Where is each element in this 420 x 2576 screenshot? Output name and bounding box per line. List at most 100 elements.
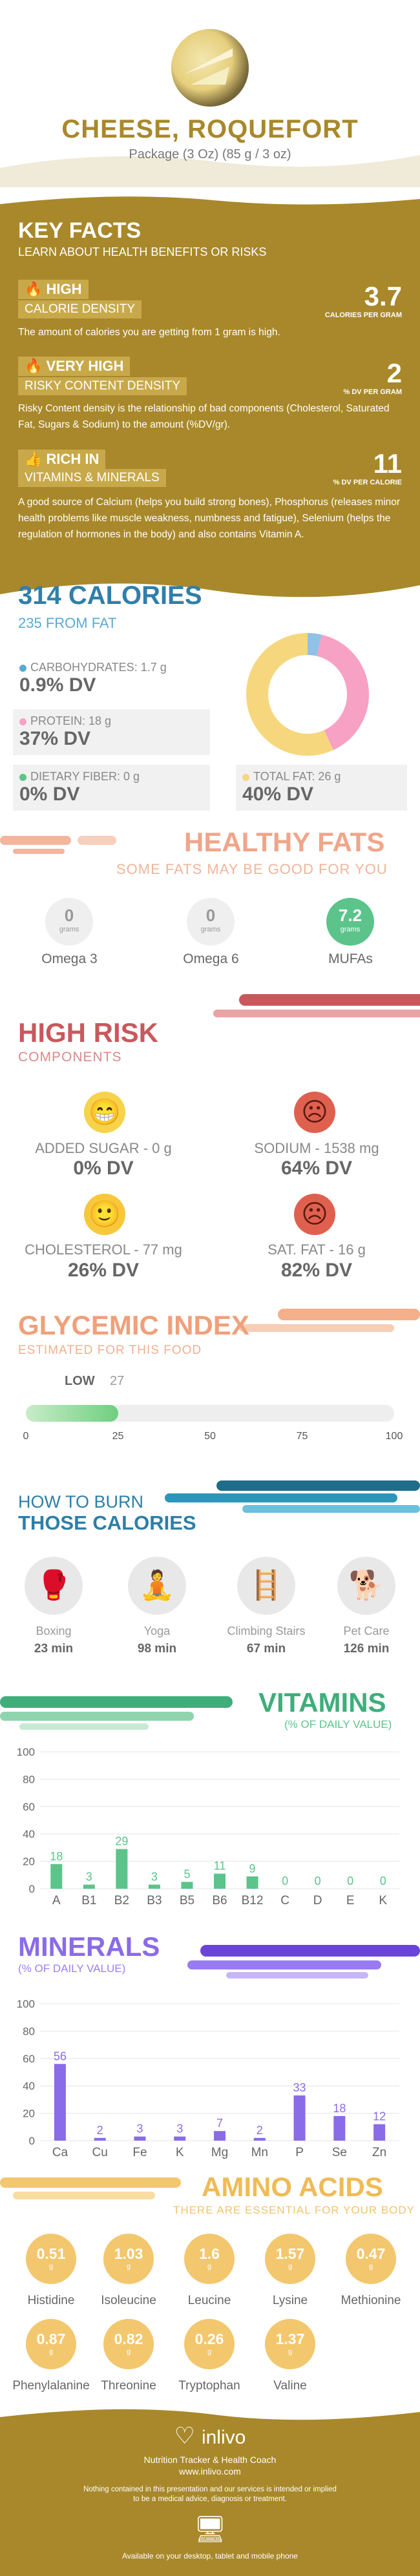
x-tick-label: P [295, 2146, 304, 2159]
page-subtitle: Package (3 Oz) (85 g / 3 oz) [129, 147, 291, 161]
footer-wave [0, 2403, 420, 2420]
amino-label: Valine [273, 2379, 307, 2393]
fact-unit-risky: % DV PER GRAM [343, 388, 402, 396]
amino-circle-threonine: 0.82 g [103, 2319, 154, 2369]
x-tick-label: Mn [251, 2146, 268, 2159]
amino-label: Threonine [101, 2379, 156, 2393]
added-sugar-value: 0% DV [73, 1158, 134, 1179]
calories-subtitle: 235 FROM FAT [18, 615, 117, 631]
amino-circle-valine: 1.37 g [265, 2319, 315, 2369]
amino-stripes [0, 2177, 181, 2199]
fat-dot [242, 773, 249, 781]
x-tick-label: K [176, 2146, 184, 2159]
key-facts-wave [0, 187, 420, 205]
bar-value-label: 0 [315, 1875, 321, 1887]
y-tick-label: 0 [29, 1883, 35, 1895]
bar-B12 [246, 1876, 258, 1889]
bar-value-label: 56 [54, 2050, 67, 2062]
x-tick-label: B3 [147, 1894, 162, 1907]
bar-B5 [181, 1882, 193, 1889]
x-tick-label: Fe [132, 2146, 147, 2159]
added-sugar-label: ADDED SUGAR - 0 g [35, 1140, 172, 1156]
amino-label: Leucine [187, 2294, 231, 2307]
macro-protein: PROTEIN: 18 g 37% DV [13, 709, 210, 755]
flame-icon: 🔥 [25, 358, 43, 374]
bar-value-label: 2 [257, 2124, 263, 2137]
amino-label: Isoleucine [101, 2294, 156, 2307]
bar-value-label: 0 [347, 1875, 353, 1887]
omega3-circle: 0 grams [45, 898, 93, 946]
bar-value-label: 2 [97, 2124, 103, 2137]
x-tick-label: Zn [372, 2146, 386, 2159]
cholesterol-label: CHOLESTEROL - 77 mg [25, 1241, 182, 1258]
bar-value-label: 0 [282, 1875, 288, 1887]
fact-value-vitamins: 11 [373, 448, 402, 479]
cheese-image [171, 29, 249, 107]
bar-value-label: 12 [373, 2110, 386, 2123]
sodium-label: SODIUM - 1538 mg [254, 1140, 379, 1156]
stairs-minutes: 67 min [246, 1642, 286, 1656]
calories-title: 314 CALORIES [18, 581, 202, 610]
x-tick-label: Se [332, 2146, 347, 2159]
heart-logo-icon: ♡ inlivo [174, 2422, 246, 2449]
footer-url[interactable]: www.inlivo.com [179, 2466, 241, 2477]
bar-B3 [148, 1884, 160, 1889]
high-risk-stripes [213, 994, 420, 1017]
x-tick-label: C [280, 1894, 289, 1907]
yoga-minutes: 98 min [137, 1642, 177, 1656]
sad-face-icon: ☹ [294, 1092, 335, 1133]
footer-tagline: Nutrition Tracker & Health Coach [143, 2455, 277, 2465]
glycemic-subtitle: ESTIMATED FOR THIS FOOD [18, 1344, 202, 1357]
bar-Ca [54, 2064, 66, 2141]
bar-B6 [214, 1873, 226, 1889]
calories-donut-chart [246, 633, 369, 756]
sad-face-icon: ☹ [294, 1194, 335, 1235]
protein-dot [19, 718, 26, 725]
fact-text-calorie: The amount of calories you are getting f… [18, 327, 280, 338]
y-tick-label: 80 [23, 2025, 35, 2037]
carbs-dot [19, 664, 26, 672]
x-tick-label: Mg [211, 2146, 228, 2159]
amino-circle-tryptophan: 0.26 g [184, 2319, 235, 2369]
bar-K [174, 2136, 186, 2141]
glycemic-tick: 50 [204, 1431, 216, 1442]
fact-label-vitamins: VITAMINS & MINERALS [18, 469, 166, 487]
footer-disclaimer-2: to be a medical advice, diagnosis or tre… [133, 2495, 287, 2503]
amino-label: Lysine [272, 2294, 308, 2307]
amino-title: AMINO ACIDS [202, 2172, 383, 2202]
macro-carbs: CARBOHYDRATES: 1.7 g 0.9% DV [19, 661, 167, 696]
amino-circle-methionine: 0.47 g [346, 2234, 396, 2284]
bar-Mg [214, 2131, 226, 2141]
bar-value-label: 11 [214, 1860, 226, 1873]
bar-value-label: 3 [86, 1871, 92, 1884]
x-tick-label: B1 [81, 1894, 96, 1907]
amino-label: Methionine [341, 2294, 401, 2307]
y-tick-label: 20 [23, 1856, 35, 1868]
fact-value-risky: 2 [386, 358, 402, 388]
sat-fat-value: 82% DV [280, 1260, 353, 1281]
glycemic-tick: 25 [112, 1431, 124, 1442]
bar-value-label: 3 [136, 2123, 143, 2135]
y-tick-label: 40 [23, 2080, 35, 2092]
amino-circle-phenylalanine: 0.87 g [26, 2319, 76, 2369]
stairs-icon: 🪜 [237, 1557, 295, 1615]
glycemic-level: LOW [65, 1374, 95, 1388]
cholesterol-value: 26% DV [67, 1260, 140, 1281]
bar-Se [333, 2115, 346, 2141]
y-tick-label: 20 [23, 2108, 35, 2120]
bar-A [50, 1864, 63, 1889]
bar-value-label: 3 [151, 1871, 158, 1884]
bar-P [293, 2095, 306, 2141]
fact-unit-calorie: CALORIES PER GRAM [324, 311, 402, 319]
brand-name: inlivo [201, 2427, 246, 2448]
mufas-label: MUFAs [328, 951, 373, 966]
glycemic-tick: 100 [385, 1431, 403, 1442]
sat-fat-label: SAT. FAT - 16 g [268, 1241, 366, 1258]
x-tick-label: K [379, 1894, 387, 1907]
happy-face-icon: 🙂 [84, 1194, 125, 1235]
bar-Zn [373, 2124, 386, 2141]
bar-value-label: 0 [380, 1875, 386, 1887]
minerals-subtitle: (% OF DAILY VALUE) [18, 1962, 126, 1975]
burn-stripes [165, 1480, 420, 1513]
y-tick-label: 60 [23, 1801, 35, 1813]
